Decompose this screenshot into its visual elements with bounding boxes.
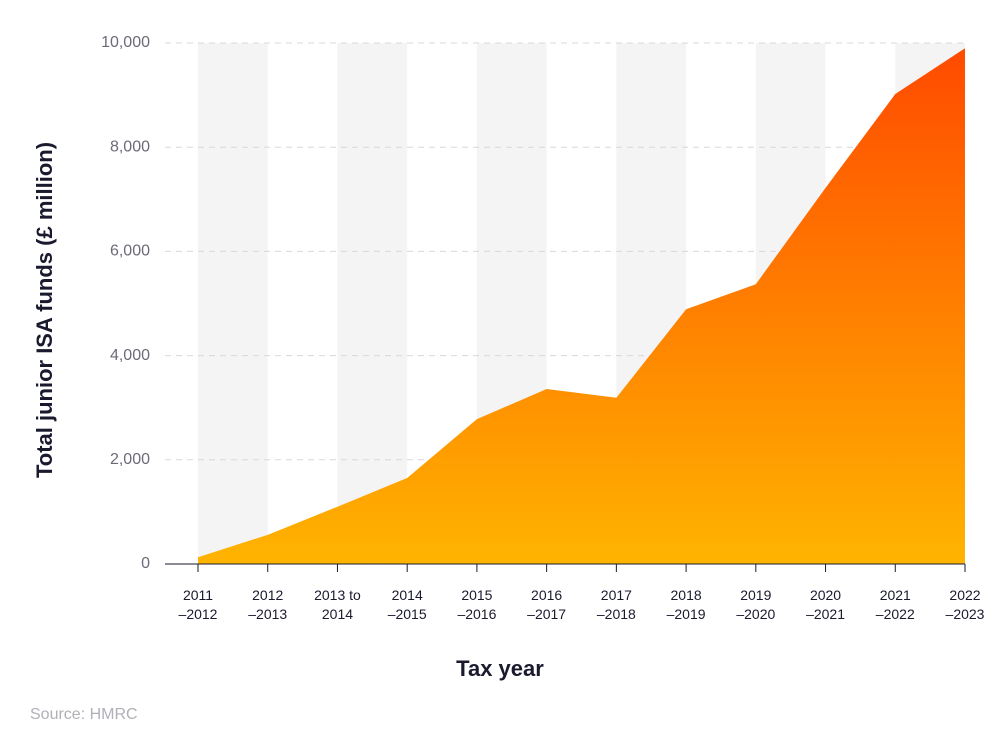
x-tick-label: 2017 –2018 [597, 587, 636, 622]
x-tick-label: 2021 –2022 [876, 587, 915, 622]
y-tick-label: 4,000 [110, 347, 150, 364]
y-tick-label: 2,000 [110, 451, 150, 468]
y-tick-label: 8,000 [110, 138, 150, 155]
x-tick-label: 2018 –2019 [667, 587, 706, 622]
x-axis-label: Tax year [456, 656, 544, 681]
x-tick-label: 2020 –2021 [806, 587, 845, 622]
x-tick-label: 2013 to 2014 [314, 587, 361, 622]
y-tick-label: 6,000 [110, 243, 150, 260]
x-tick-label: 2014 –2015 [388, 587, 427, 622]
stripe [337, 43, 408, 564]
source: Source: HMRC [30, 706, 138, 723]
x-tick-label: 2012 –2013 [248, 587, 287, 622]
x-tick-label: 2011 –2012 [179, 587, 218, 622]
y-tick-label: 0 [141, 555, 150, 572]
y-axis-label: Total junior ISA funds (£ million) [32, 142, 57, 478]
x-tick-label: 2022 –2023 [946, 587, 985, 622]
x-tick-label: 2019 –2020 [736, 587, 775, 622]
y-tick-label: 10,000 [101, 34, 150, 51]
x-tick-label: 2016 –2017 [527, 587, 566, 622]
area [198, 48, 965, 564]
stripe [198, 43, 268, 564]
x-tick-label: 2015 –2016 [457, 587, 496, 622]
